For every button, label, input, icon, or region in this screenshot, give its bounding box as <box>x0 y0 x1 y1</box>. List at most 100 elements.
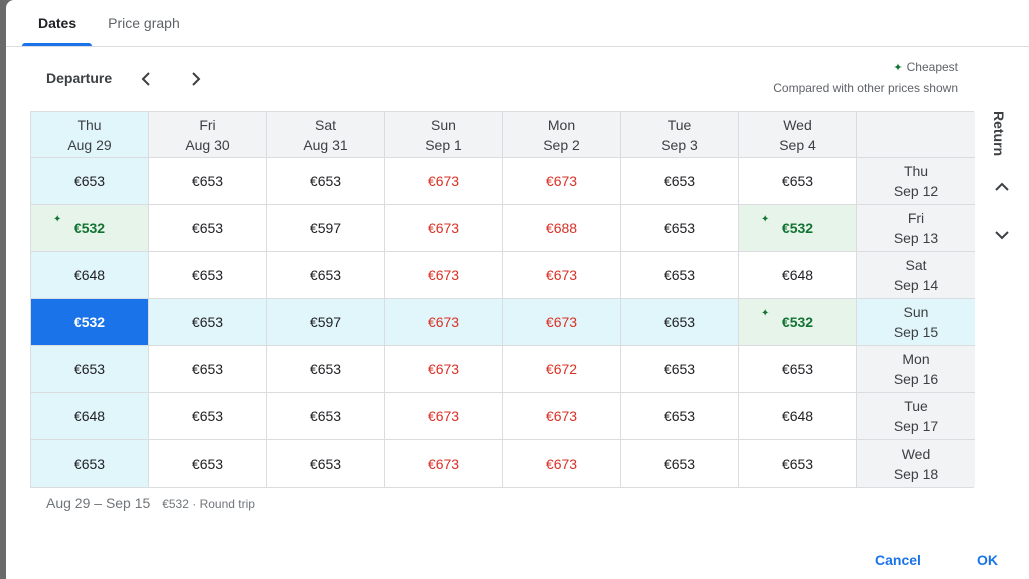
tab-dates[interactable]: Dates <box>22 0 93 46</box>
price-cell[interactable]: €653 <box>267 252 385 299</box>
ok-button[interactable]: OK <box>977 552 998 568</box>
price-cell[interactable]: €688 <box>503 205 621 252</box>
price-cell[interactable]: €597 <box>267 299 385 346</box>
return-scroll-down-button[interactable] <box>991 224 1013 246</box>
return-date-header[interactable]: Thu Sep 12 <box>857 158 975 205</box>
departure-date-header[interactable]: Thu Aug 29 <box>31 112 149 158</box>
price-cell[interactable]: €653 <box>31 346 149 393</box>
price-cell[interactable]: €653 <box>149 299 267 346</box>
price-cell[interactable]: €653 <box>31 440 149 487</box>
price-value: €653 <box>663 173 696 189</box>
sparkle-icon: ✦ <box>53 214 62 225</box>
departure-date-header[interactable]: Mon Sep 2 <box>503 112 621 158</box>
departure-date-header[interactable]: Sun Sep 1 <box>385 112 503 158</box>
return-date: Sep 17 <box>893 418 939 434</box>
price-cell[interactable]: €673 <box>503 252 621 299</box>
return-date-header[interactable]: Tue Sep 17 <box>857 393 975 440</box>
price-cell[interactable]: €653 <box>739 440 857 487</box>
legend-note: Compared with other prices shown <box>773 81 958 95</box>
price-cell[interactable]: €673 <box>385 252 503 299</box>
price-cell[interactable]: €653 <box>149 440 267 487</box>
price-value: €653 <box>73 361 106 377</box>
chevron-left-icon <box>141 72 150 86</box>
summary-detail: €532 · Round trip <box>162 497 255 511</box>
price-cell[interactable]: €653 <box>621 205 739 252</box>
price-cell[interactable]: €653 <box>621 393 739 440</box>
price-value: €653 <box>781 361 814 377</box>
price-cell[interactable]: €673 <box>385 158 503 205</box>
price-cell[interactable]: €653 <box>149 205 267 252</box>
return-date-header[interactable]: Fri Sep 13 <box>857 205 975 252</box>
price-cell[interactable]: ✦ €532 <box>31 205 149 252</box>
price-cell[interactable]: €653 <box>621 440 739 487</box>
return-date: Sep 12 <box>893 183 939 199</box>
price-value: €653 <box>309 455 342 472</box>
price-cell[interactable]: €673 <box>503 299 621 346</box>
summary-dates: Aug 29 – Sep 15 <box>46 495 151 511</box>
return-label: Return <box>991 111 1007 157</box>
price-cell[interactable]: €653 <box>149 252 267 299</box>
price-cell[interactable]: €653 <box>621 299 739 346</box>
price-cell[interactable]: €532 <box>31 299 149 346</box>
price-cell[interactable]: €653 <box>267 393 385 440</box>
price-cell[interactable]: €653 <box>621 252 739 299</box>
price-cell[interactable]: €648 <box>739 252 857 299</box>
price-cell[interactable]: €653 <box>149 158 267 205</box>
departure-date: Sep 4 <box>779 136 816 153</box>
price-value: €653 <box>663 314 696 330</box>
tab-price-graph[interactable]: Price graph <box>108 15 180 31</box>
price-value: €653 <box>309 173 342 189</box>
departure-next-button[interactable] <box>180 64 210 94</box>
price-value: €597 <box>309 220 342 236</box>
price-cell[interactable]: €597 <box>267 205 385 252</box>
price-cell[interactable]: €653 <box>267 346 385 393</box>
price-cell[interactable]: €653 <box>31 158 149 205</box>
departure-date-header[interactable]: Sat Aug 31 <box>267 112 385 158</box>
price-value: €532 <box>781 220 814 236</box>
price-cell[interactable]: €673 <box>385 393 503 440</box>
price-cell[interactable]: ✦ €532 <box>739 299 857 346</box>
cancel-button[interactable]: Cancel <box>875 552 921 568</box>
price-value: €653 <box>663 361 696 377</box>
departure-day: Mon <box>547 116 576 133</box>
price-cell[interactable]: €648 <box>739 393 857 440</box>
return-date-header[interactable]: Sat Sep 14 <box>857 252 975 299</box>
price-cell[interactable]: €672 <box>503 346 621 393</box>
return-date: Sep 18 <box>893 465 939 482</box>
price-cell[interactable]: €653 <box>621 346 739 393</box>
price-cell[interactable]: €653 <box>149 346 267 393</box>
price-cell[interactable]: €673 <box>503 158 621 205</box>
price-cell[interactable]: €673 <box>385 299 503 346</box>
return-date-header[interactable]: Mon Sep 16 <box>857 346 975 393</box>
price-cell[interactable]: €673 <box>503 440 621 487</box>
return-date-header[interactable]: Wed Sep 18 <box>857 440 975 487</box>
price-value: €688 <box>545 220 578 236</box>
departure-date-header[interactable]: Tue Sep 3 <box>621 112 739 158</box>
price-value: €673 <box>545 267 578 283</box>
departure-label: Departure <box>46 70 113 86</box>
departure-date-header[interactable]: Wed Sep 4 <box>739 112 857 158</box>
price-cell[interactable]: €653 <box>149 393 267 440</box>
price-cell[interactable]: €653 <box>267 440 385 487</box>
departure-prev-button[interactable] <box>132 64 162 94</box>
price-cell[interactable]: €673 <box>385 346 503 393</box>
price-cell[interactable]: €673 <box>385 205 503 252</box>
price-cell[interactable]: €648 <box>31 252 149 299</box>
price-date-grid: Thu Aug 29 Fri Aug 30 Sat Aug 31 Sun Sep 1 Mon Se… <box>30 111 975 488</box>
price-cell[interactable]: €653 <box>267 158 385 205</box>
price-cell[interactable]: €653 <box>621 158 739 205</box>
departure-day: Thu <box>77 116 102 133</box>
return-day: Sat <box>905 257 927 273</box>
price-cell[interactable]: €648 <box>31 393 149 440</box>
price-value: €653 <box>309 408 342 424</box>
return-scroll-up-button[interactable] <box>991 176 1013 198</box>
price-cell[interactable]: €653 <box>739 346 857 393</box>
price-cell[interactable]: €673 <box>385 440 503 487</box>
price-value: €653 <box>191 173 224 189</box>
chevron-down-icon <box>995 231 1009 240</box>
price-cell[interactable]: ✦ €532 <box>739 205 857 252</box>
return-date-header[interactable]: Sun Sep 15 <box>857 299 975 346</box>
price-cell[interactable]: €653 <box>739 158 857 205</box>
price-cell[interactable]: €673 <box>503 393 621 440</box>
departure-date-header[interactable]: Fri Aug 30 <box>149 112 267 158</box>
